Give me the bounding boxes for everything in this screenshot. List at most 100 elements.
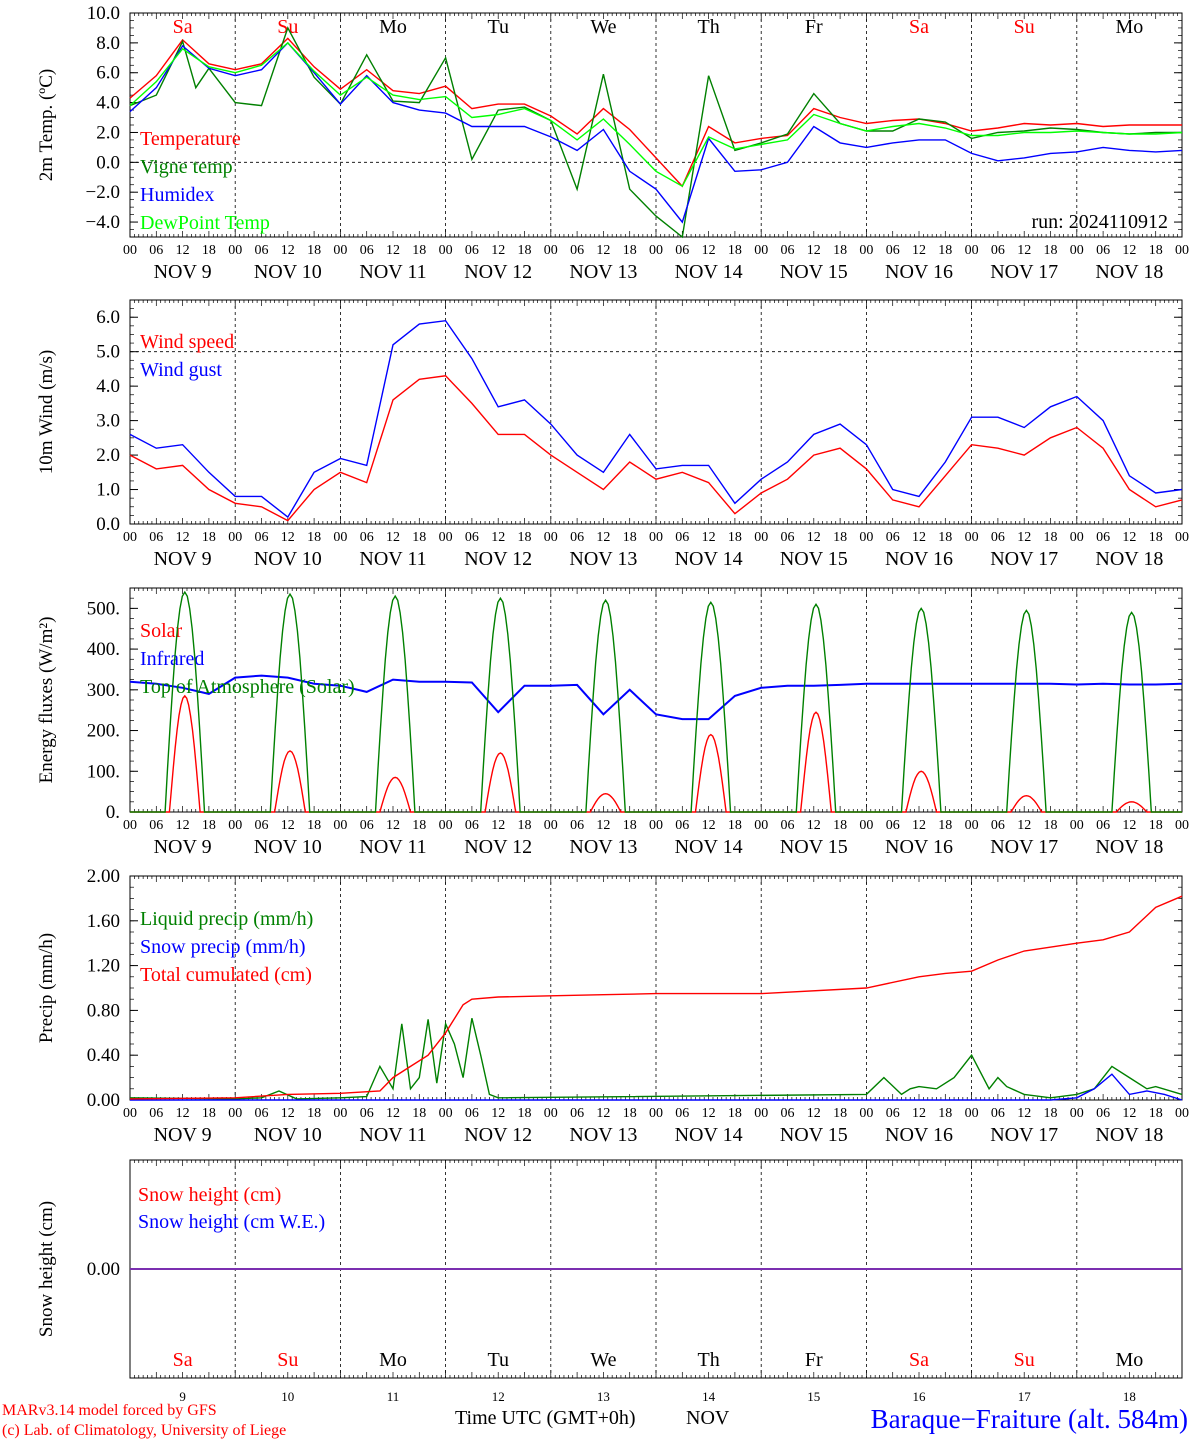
weekday-label: Sa (173, 16, 193, 38)
hour-tick-label: 06 (255, 1106, 269, 1121)
date-label: NOV 15 (780, 836, 848, 858)
date-label: NOV 18 (1095, 1124, 1163, 1146)
hour-tick-label: 18 (202, 818, 216, 833)
hour-tick-label: 00 (1175, 1106, 1189, 1121)
legend-entry: Infrared (140, 648, 204, 670)
weekday-label: We (590, 1349, 616, 1371)
hour-tick-label: 00 (1070, 1106, 1084, 1121)
day-number-label: 13 (597, 1389, 610, 1404)
date-label: NOV 9 (154, 548, 212, 570)
hour-tick-label: 00 (333, 530, 347, 545)
date-label: NOV 10 (254, 548, 322, 570)
y-tick-label: 1.20 (87, 956, 120, 977)
hour-tick-label: 18 (728, 1106, 742, 1121)
hour-tick-label: 18 (623, 1106, 637, 1121)
hour-tick-label: 12 (807, 1106, 821, 1121)
date-label: NOV 13 (569, 1124, 637, 1146)
series-line-wind-speed (129, 375, 1183, 522)
hour-tick-label: 18 (938, 530, 952, 545)
legend-entry: Total cumulated (cm) (140, 964, 312, 986)
hour-tick-label: 18 (938, 1106, 952, 1121)
hour-tick-label: 12 (596, 530, 610, 545)
hour-tick-label: 06 (781, 243, 795, 258)
hour-tick-label: 00 (123, 530, 137, 545)
hour-tick-label: 12 (596, 243, 610, 258)
hour-tick-label: 00 (754, 243, 768, 258)
hour-tick-label: 06 (149, 530, 163, 545)
series-line-liquid-precip-mm-h (129, 1018, 1183, 1100)
date-label: NOV 15 (780, 261, 848, 283)
date-label: NOV 18 (1095, 261, 1163, 283)
hour-tick-label: 18 (1149, 818, 1163, 833)
hour-tick-label: 06 (149, 818, 163, 833)
date-label: NOV 18 (1095, 548, 1163, 570)
day-number-label: 12 (492, 1389, 505, 1404)
date-label: NOV 9 (154, 1124, 212, 1146)
legend-entry: Snow precip (mm/h) (140, 936, 306, 958)
credit-line-1: MARv3.14 model forced by GFS (2, 1402, 217, 1419)
hour-tick-label: 06 (675, 1106, 689, 1121)
series-line-vigne-temp (129, 26, 1182, 239)
y-tick-label: 3.0 (96, 411, 120, 432)
hour-tick-label: 06 (781, 530, 795, 545)
hour-tick-label: 00 (649, 1106, 663, 1121)
hour-tick-label: 06 (360, 818, 374, 833)
chart-panel-3: 500. 400. 300. 200. 100. 0. Energy fluxes (W/m… (36, 587, 1189, 858)
weekday-label: Fr (805, 1349, 823, 1371)
hour-tick-label: 12 (281, 1106, 295, 1121)
hour-tick-label: 00 (228, 530, 242, 545)
hour-tick-label: 06 (1096, 243, 1110, 258)
plot-frame (129, 12, 1183, 238)
hour-tick-label: 00 (754, 818, 768, 833)
hour-tick-label: 06 (465, 530, 479, 545)
hour-tick-label: 00 (333, 243, 347, 258)
hour-tick-label: 00 (439, 530, 453, 545)
hour-tick-label: 18 (1044, 530, 1058, 545)
date-label: NOV 10 (254, 836, 322, 858)
date-label: NOV 9 (154, 261, 212, 283)
hour-tick-label: 06 (255, 530, 269, 545)
y-tick-label: 0.00 (87, 1090, 120, 1111)
hour-tick-label: 00 (859, 530, 873, 545)
y-tick-label: 300. (87, 680, 120, 701)
hour-tick-label: 06 (465, 1106, 479, 1121)
hour-tick-label: 18 (1149, 530, 1163, 545)
date-label: NOV 14 (675, 548, 743, 570)
date-label: NOV 17 (990, 548, 1058, 570)
hour-tick-label: 00 (1175, 530, 1189, 545)
hour-tick-label: 12 (386, 530, 400, 545)
hour-tick-label: 12 (912, 530, 926, 545)
hour-tick-label: 06 (149, 1106, 163, 1121)
y-tick-label: 0.0 (96, 152, 120, 173)
weekday-label: Sa (909, 16, 929, 38)
hour-tick-label: 18 (307, 243, 321, 258)
hour-tick-label: 00 (439, 818, 453, 833)
hour-tick-label: 18 (623, 530, 637, 545)
y-tick-label: 0.80 (87, 1000, 120, 1021)
date-label: NOV 13 (569, 261, 637, 283)
hour-tick-label: 18 (938, 243, 952, 258)
y-tick-label: 1.60 (87, 911, 120, 932)
y-tick-label: 10.0 (87, 3, 120, 24)
hour-tick-label: 00 (649, 818, 663, 833)
hour-tick-label: 12 (702, 1106, 716, 1121)
hour-tick-label: 12 (1017, 818, 1031, 833)
hour-tick-label: 00 (123, 818, 137, 833)
hour-tick-label: 18 (623, 243, 637, 258)
hour-tick-label: 18 (412, 1106, 426, 1121)
y-tick-label: 0.0 (96, 514, 120, 535)
hour-tick-label: 06 (675, 530, 689, 545)
hour-tick-label: 12 (1017, 530, 1031, 545)
chart-panel-4: 2.00 1.60 1.20 0.80 0.40 0.00 Precip (mm/h) 00 0… (36, 866, 1189, 1146)
hour-tick-label: 00 (1070, 243, 1084, 258)
hour-tick-label: 06 (675, 818, 689, 833)
day-number-label: 10 (281, 1389, 294, 1404)
date-label: NOV 17 (990, 1124, 1058, 1146)
chart-panel-5: 0.00 Snow height (cm) Sa Su Mo Tu We Th Fr Sa Su Mo… (36, 1159, 1183, 1404)
date-label: NOV 16 (885, 261, 953, 283)
hour-tick-label: 00 (859, 818, 873, 833)
hour-tick-label: 00 (439, 1106, 453, 1121)
hour-tick-label: 00 (965, 243, 979, 258)
date-label: NOV 13 (569, 548, 637, 570)
hour-tick-label: 18 (833, 1106, 847, 1121)
